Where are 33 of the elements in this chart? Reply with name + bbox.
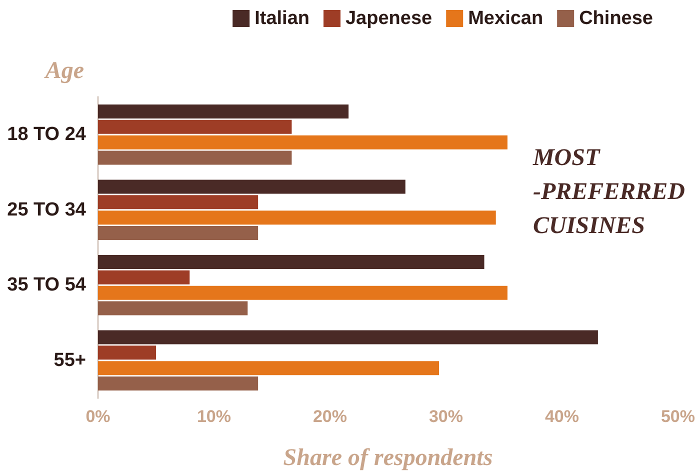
bar — [98, 270, 190, 284]
bar — [98, 150, 292, 165]
legend-label: Italian — [254, 8, 310, 29]
y-axis-title: Age — [43, 58, 84, 84]
bar — [98, 330, 598, 344]
bar — [98, 255, 484, 270]
bar — [98, 104, 349, 119]
x-tick-label: 0% — [86, 407, 110, 426]
bar — [98, 210, 496, 225]
legend-label: Japenese — [345, 8, 432, 29]
x-tick-label: 10% — [196, 407, 232, 426]
legend-label: Chinese — [579, 8, 654, 29]
y-tick-label: 18 TO 24 — [7, 124, 86, 146]
bar — [98, 226, 258, 240]
legend-label: Mexican — [468, 8, 544, 29]
bar — [98, 180, 406, 194]
y-tick-label: 35 TO 54 — [7, 274, 86, 296]
x-axis-title: Share of respondents — [283, 445, 493, 471]
bar — [98, 286, 508, 300]
y-tick-label: 55+ — [54, 350, 86, 371]
x-tick-label: 20% — [312, 407, 348, 426]
bar — [98, 195, 258, 210]
bar — [98, 361, 440, 376]
bar — [98, 376, 258, 390]
bar — [98, 301, 248, 316]
bar — [98, 346, 156, 360]
x-tick-label: 50% — [660, 407, 696, 426]
x-tick-label: 30% — [428, 407, 464, 426]
y-tick-label: 25 TO 34 — [7, 199, 86, 220]
bar — [98, 120, 292, 134]
text: MOST -PREFERRED CUISINES — [532, 145, 686, 239]
x-tick-label: 40% — [544, 407, 580, 426]
bar — [98, 135, 508, 150]
